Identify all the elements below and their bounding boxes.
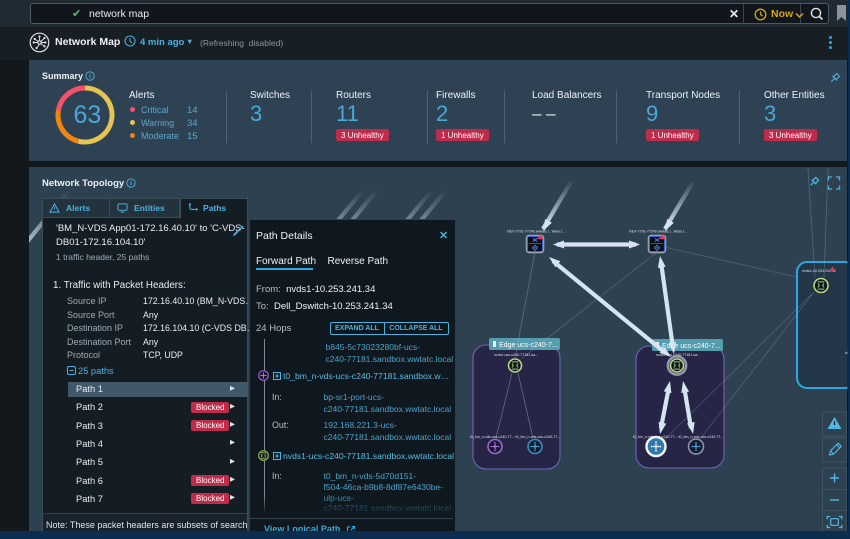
svg-text:s0_...: s0_... — [845, 351, 850, 355]
svg-text:NEX-7701-77240.wwtatc.l.. War: NEX-7701-77240.wwtatc.l.. Ware.l... — [629, 230, 687, 234]
svg-text:t0_bm_n-vds-ucs-c240-77... t0: t0_bm_n-vds-ucs-c240-77... t0_bm_n-vds-u… — [633, 435, 723, 439]
svg-text:nvds1 ucs-c240-77181.sa...: nvds1 ucs-c240-77181.sa... — [494, 353, 538, 357]
svg-text:Edge ucs-c240-7...: Edge ucs-c240-7... — [499, 342, 558, 349]
svg-text:NEX-7701-77240.wwtatc.l.. War: NEX-7701-77240.wwtatc.l.. Ware.l... — [507, 230, 565, 234]
svg-text:nvds1-10.253.241.42: nvds1-10.253.241.42 — [802, 269, 836, 273]
svg-text:Edge ucs-c240-7...: Edge ucs-c240-7... — [662, 343, 721, 350]
svg-text:nvds1 ucs-c240-77181.sa...: nvds1 ucs-c240-77181.sa... — [656, 353, 700, 357]
svg-text:t0_bm_n-vds-ucs-c240-77... t0: t0_bm_n-vds-ucs-c240-77... t0_bm_n-vds-u… — [470, 435, 560, 439]
